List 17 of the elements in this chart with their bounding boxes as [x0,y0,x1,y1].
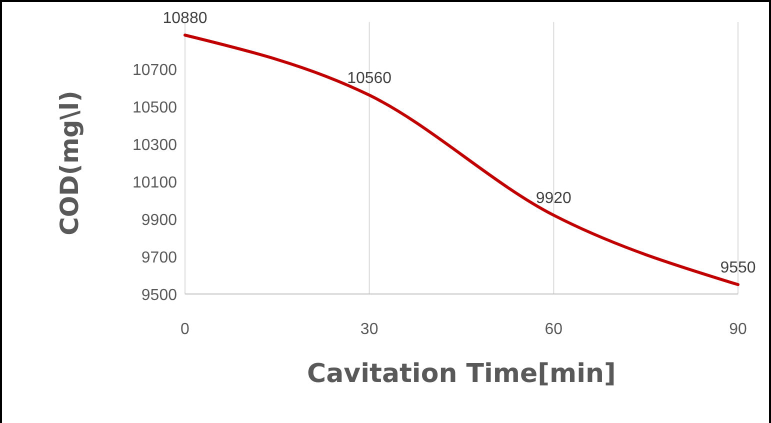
x-tick-label: 0 [180,321,190,338]
y-tick-label: 10300 [132,136,178,154]
y-tick-label: 9900 [141,212,178,229]
x-tick-label: 90 [729,321,747,338]
y-axis-title: COD(mg\l) [55,90,84,236]
y-tick-label: 9700 [141,249,178,266]
y-tick-label: 10700 [132,62,178,79]
data-label: 10880 [162,10,208,28]
y-tick-label: 9500 [141,287,178,304]
y-tick-label: 10100 [132,174,178,192]
x-tick-label: 30 [360,321,378,338]
data-label: 9550 [720,260,756,277]
x-axis-title: Cavitation Time[min] [307,359,616,389]
x-tick-label: 60 [544,321,563,338]
data-label: 10560 [347,70,392,88]
y-tick-label: 10500 [132,99,178,116]
data-label: 9920 [536,190,572,208]
